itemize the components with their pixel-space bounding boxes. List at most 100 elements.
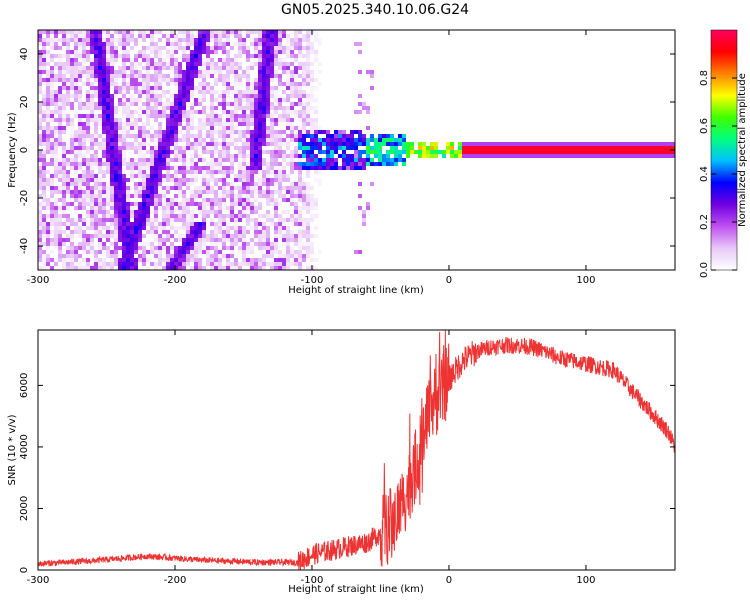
heatmap-cell (198, 62, 202, 66)
heatmap-cell (266, 230, 270, 234)
heatmap-cell (134, 162, 138, 166)
heatmap-cell (38, 90, 42, 94)
heatmap-cell (174, 130, 178, 134)
heatmap-cell (390, 158, 394, 162)
heatmap-cell (358, 150, 362, 154)
heatmap-cell (478, 150, 482, 154)
heatmap-cell (198, 82, 202, 86)
heatmap-cell (278, 174, 282, 178)
heatmap-cell (266, 70, 270, 74)
heatmap-cell (134, 146, 138, 150)
heatmap-cell (118, 70, 122, 74)
heatmap-cell (46, 246, 50, 250)
heatmap-cell (46, 138, 50, 142)
heatmap-cell (234, 158, 238, 162)
heatmap-cell (118, 186, 122, 190)
heatmap-cell (126, 122, 130, 126)
heatmap-cell (238, 246, 242, 250)
heatmap-cell (70, 238, 74, 242)
heatmap-cell (634, 146, 638, 150)
heatmap-cell (54, 230, 58, 234)
heatmap-cell (190, 142, 194, 146)
heatmap-cell (94, 198, 98, 202)
heatmap-cell (262, 162, 266, 166)
heatmap-cell (278, 254, 282, 258)
heatmap-cell (254, 242, 258, 246)
heatmap-cell (134, 90, 138, 94)
heatmap-cell (206, 146, 210, 150)
heatmap-cell (306, 106, 310, 110)
heatmap-cell (82, 66, 86, 70)
heatmap-cell (250, 118, 254, 122)
heatmap-cell (266, 114, 270, 118)
heatmap-cell (42, 66, 46, 70)
heatmap-cell (154, 166, 158, 170)
heatmap-cell (82, 258, 86, 262)
heatmap-cell (94, 142, 98, 146)
heatmap-cell (322, 158, 326, 162)
heatmap-cell (230, 262, 234, 266)
heatmap-cell (450, 142, 454, 146)
heatmap-cell (222, 206, 226, 210)
heatmap-cell (590, 146, 594, 150)
heatmap-cell (66, 38, 70, 42)
heatmap-cell (78, 42, 82, 46)
heatmap-cell (274, 34, 278, 38)
heatmap-cell (178, 226, 182, 230)
heatmap-cell (86, 138, 90, 142)
heatmap-cell (546, 150, 550, 154)
heatmap-cell (106, 34, 110, 38)
heatmap-cell (326, 130, 330, 134)
heatmap-cell (82, 238, 86, 242)
heatmap-cell (182, 182, 186, 186)
heatmap-cell (194, 258, 198, 262)
heatmap-cell (306, 254, 310, 258)
heatmap-cell (266, 242, 270, 246)
heatmap-cell (282, 50, 286, 54)
heatmap-cell (290, 198, 294, 202)
heatmap-cell (86, 122, 90, 126)
heatmap-cell (270, 78, 274, 82)
heatmap-cell (218, 262, 222, 266)
heatmap-cell (118, 102, 122, 106)
heatmap-cell (110, 254, 114, 258)
heatmap-cell (386, 154, 390, 158)
heatmap-cell (146, 90, 150, 94)
heatmap-cell (326, 142, 330, 146)
heatmap-cell (282, 234, 286, 238)
heatmap-cell (174, 106, 178, 110)
heatmap-cell (298, 130, 302, 134)
heatmap-cell (362, 158, 366, 162)
heatmap-cell (94, 54, 98, 58)
heatmap-cell (202, 186, 206, 190)
heatmap-cell (142, 154, 146, 158)
y-tick-label: 4000 (19, 434, 30, 459)
heatmap-cell (218, 194, 222, 198)
heatmap-cell (250, 186, 254, 190)
heatmap-cell (118, 150, 122, 154)
heatmap-cell (262, 86, 266, 90)
heatmap-cell (42, 258, 46, 262)
heatmap-cell (278, 226, 282, 230)
heatmap-cell (70, 262, 74, 266)
heatmap-cell (110, 222, 114, 226)
heatmap-cell (138, 106, 142, 110)
heatmap-cell (170, 34, 174, 38)
heatmap-cell (94, 90, 98, 94)
heatmap-cell (74, 114, 78, 118)
heatmap-cell (222, 218, 226, 222)
heatmap-cell (226, 214, 230, 218)
heatmap-cell (174, 34, 178, 38)
heatmap-cell (274, 170, 278, 174)
heatmap-cell (218, 250, 222, 254)
heatmap-cell (50, 138, 54, 142)
heatmap-cell (166, 66, 170, 70)
heatmap-cell (174, 166, 178, 170)
heatmap-cell (190, 122, 194, 126)
heatmap-cell (638, 142, 642, 146)
heatmap-cell (194, 38, 198, 42)
heatmap-cell (154, 74, 158, 78)
heatmap-cell (250, 66, 254, 70)
heatmap-cell (134, 214, 138, 218)
heatmap-cell (206, 178, 210, 182)
